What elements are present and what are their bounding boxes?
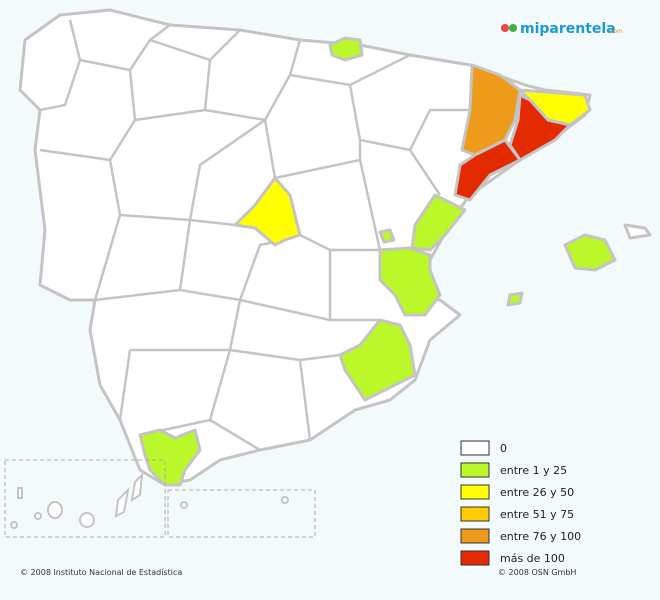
logo-icon (501, 24, 509, 32)
region-ibiza (506, 291, 524, 307)
region-castellon (410, 193, 467, 252)
logo-text: miparentela (520, 21, 616, 37)
region-murcia (338, 318, 417, 402)
legend: 0 entre 1 y 25 entre 26 y 50 entre 51 y 75 e… (460, 440, 581, 566)
logo: miparentela .com (501, 21, 623, 37)
province-borders (39, 19, 470, 452)
legend-label: entre 76 y 100 (500, 530, 581, 543)
logo-suffix: .com (608, 28, 623, 35)
region-huesca-north (328, 36, 364, 62)
legend-swatch (460, 550, 490, 566)
legend-label: entre 51 y 75 (500, 508, 574, 521)
legend-swatch (460, 484, 490, 500)
legend-label: 0 (500, 442, 507, 455)
legend-label: entre 1 y 25 (500, 464, 567, 477)
logo-icon (509, 24, 517, 32)
legend-swatch (460, 462, 490, 478)
legend-label: más de 100 (500, 552, 565, 565)
legend-swatch (460, 440, 490, 456)
legend-label: entre 26 y 50 (500, 486, 574, 499)
copyright-right: © 2008 OSN GmbH (498, 568, 576, 577)
copyright-left: © 2008 Instituto Nacional de Estadística (20, 568, 182, 577)
region-menorca (623, 223, 652, 240)
region-tarragona (453, 138, 522, 202)
legend-swatch (460, 506, 490, 522)
country (18, 8, 592, 487)
legend-swatch (460, 528, 490, 544)
region-mallorca (563, 233, 617, 272)
region-enclave (378, 228, 396, 244)
region-barcelona (508, 93, 572, 162)
region-cadiz (138, 428, 202, 487)
region-valencia (378, 246, 442, 317)
canary-inset (4, 459, 316, 538)
region-madrid (233, 176, 302, 247)
